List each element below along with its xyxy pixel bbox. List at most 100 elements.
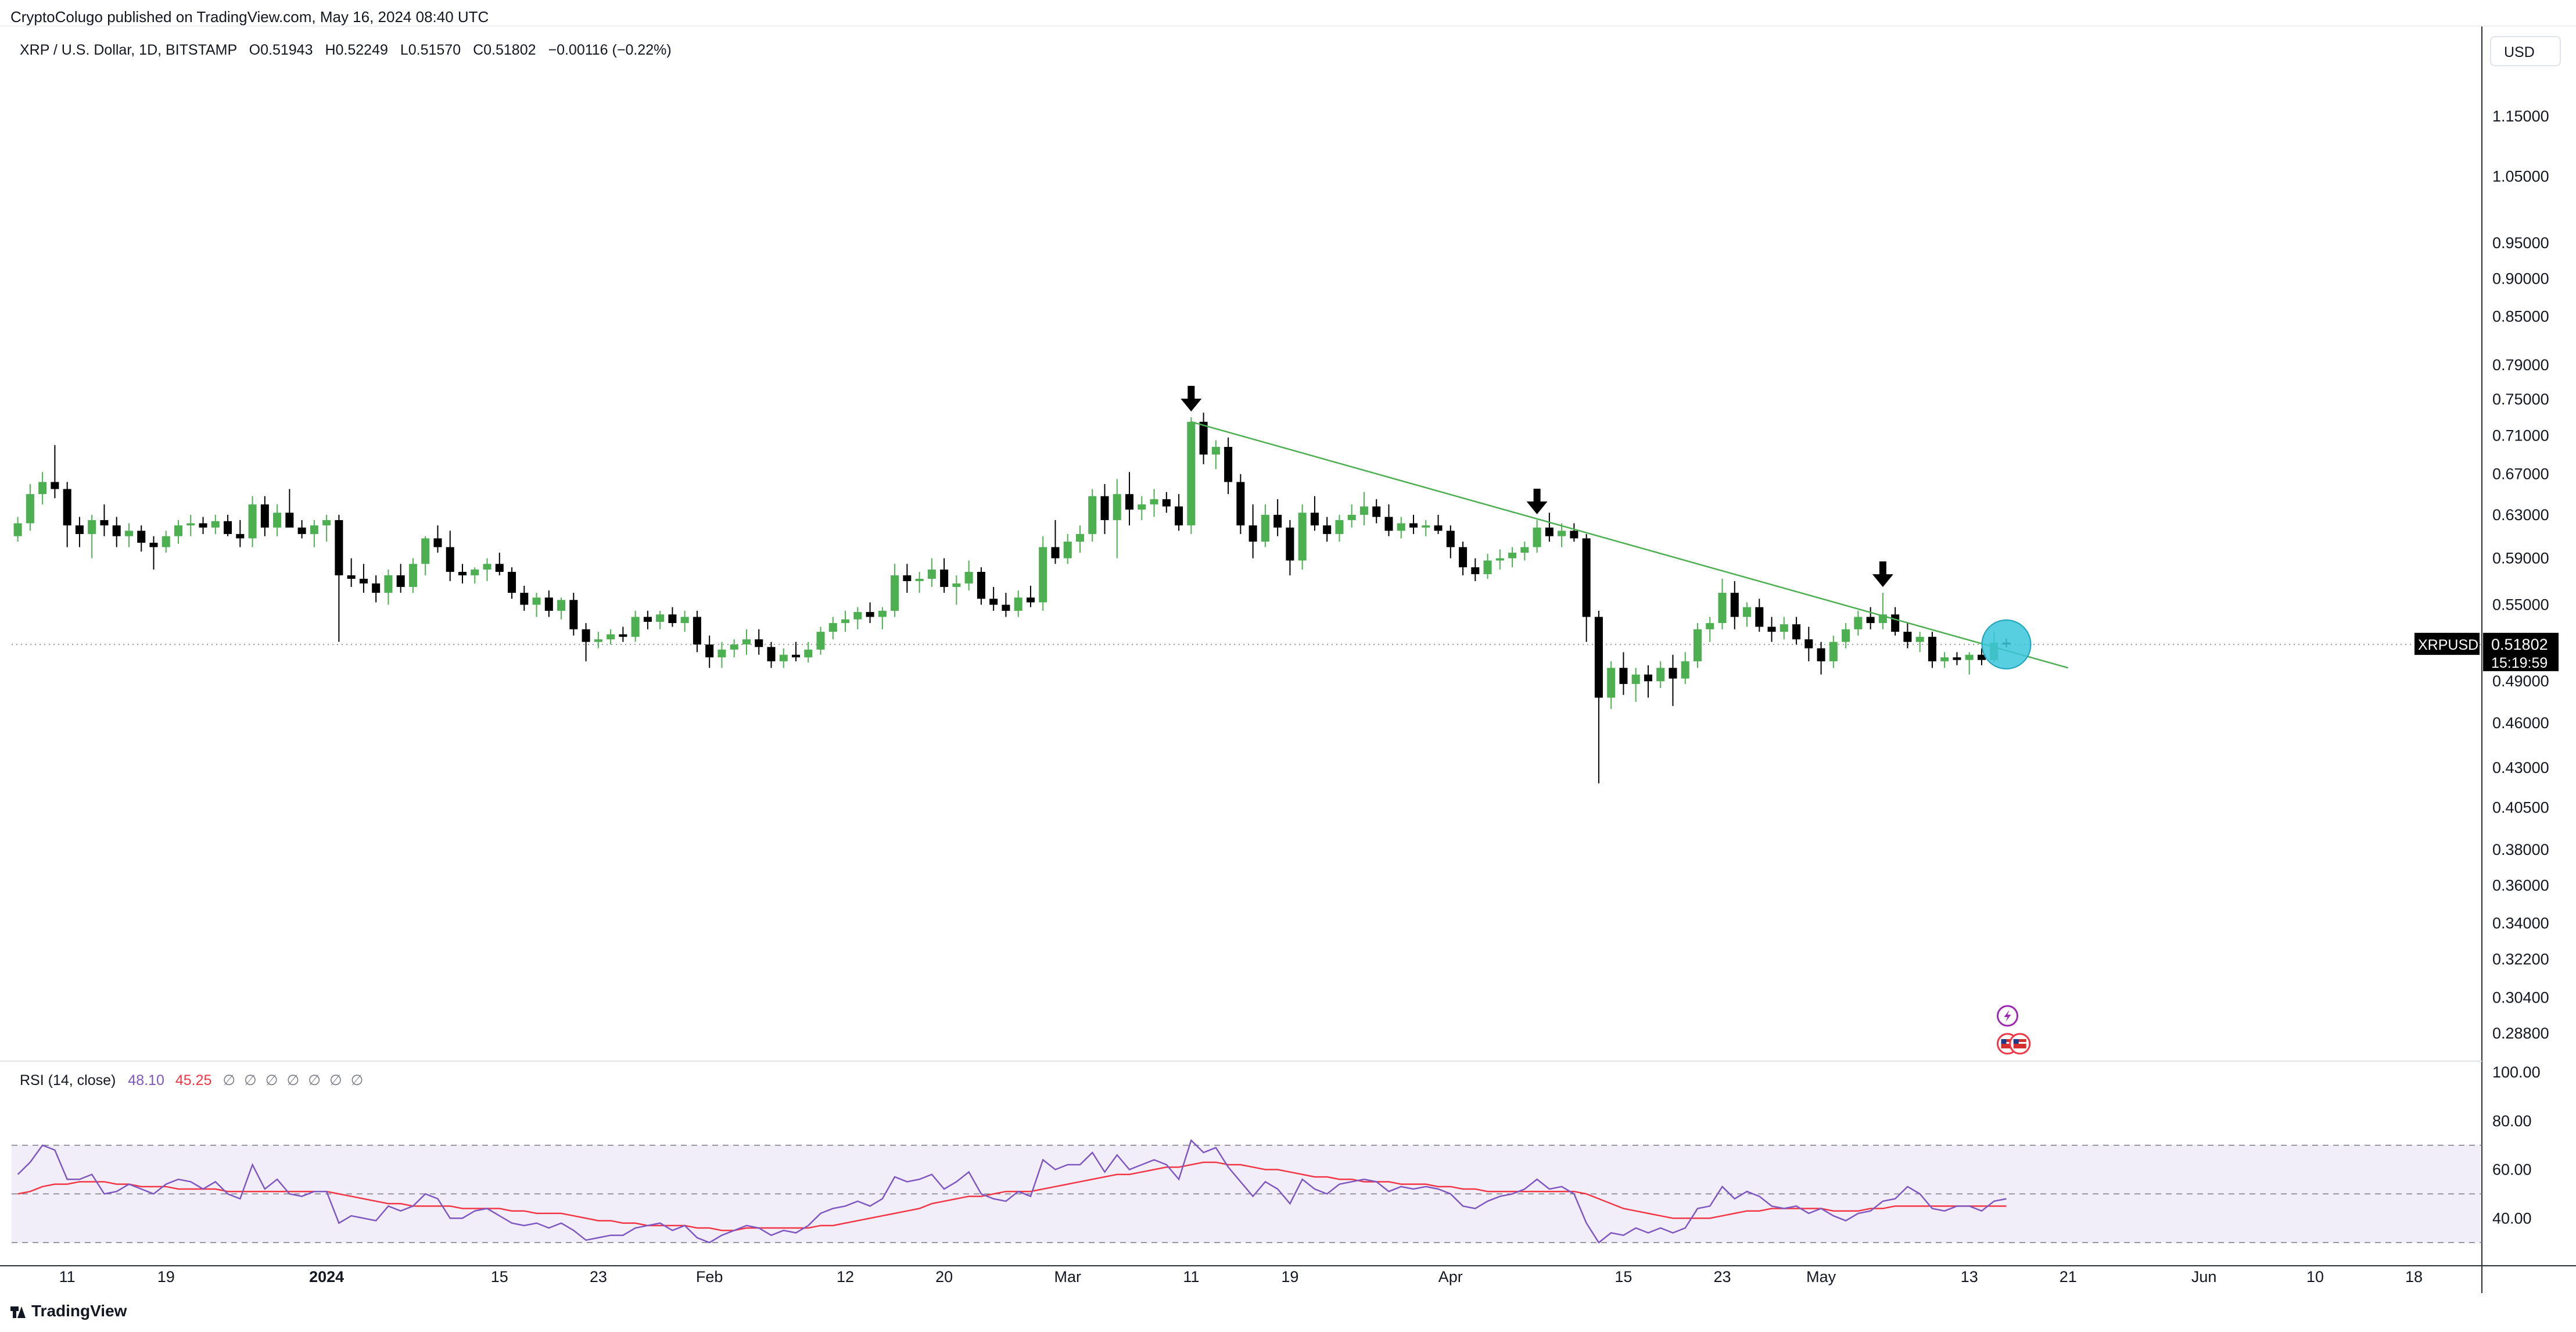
tradingview-logo[interactable]: TradingView (10, 1302, 127, 1320)
candle-body (742, 639, 751, 644)
price-tick-label: 0.79000 (2492, 356, 2549, 374)
candle-body (1150, 499, 1158, 504)
candle-body (730, 644, 738, 650)
candles (13, 413, 2011, 783)
symbol-title: XRP / U.S. Dollar, 1D, BITSTAMP (20, 42, 237, 58)
candle-body (408, 564, 417, 587)
candle-body (1570, 531, 1578, 539)
candle-body (755, 639, 763, 647)
candle-body (594, 639, 602, 642)
price-tick-label: 0.63000 (2492, 506, 2549, 524)
candle-body (1940, 657, 1949, 661)
candle-body (297, 527, 306, 534)
candle-body (1088, 496, 1097, 534)
candle-body (471, 570, 479, 575)
candle-body (569, 600, 578, 629)
candle-body (866, 612, 874, 617)
candle-body (1335, 520, 1344, 534)
flag-canton (2013, 1039, 2019, 1044)
candle-body (1669, 668, 1677, 679)
ohlc-open-value: 0.51943 (260, 42, 313, 58)
last-price-label: 0.51802 (2491, 636, 2548, 653)
candle-body (1928, 636, 1936, 661)
candle-body (1915, 636, 1924, 642)
time-tick-label: 13 (1961, 1268, 1978, 1286)
candle-body (26, 494, 34, 524)
candle-body (582, 629, 590, 642)
candle-body (1854, 617, 1863, 629)
flag-stripe-white (2001, 1042, 2014, 1044)
ohlc-close-label: C (473, 42, 484, 58)
currency-button[interactable]: USD (2490, 36, 2561, 66)
rsi-legend-value: 48.10 (128, 1072, 164, 1088)
time-tick-label: Mar (1054, 1268, 1081, 1286)
ohlc-low-value: 0.51570 (408, 42, 461, 58)
candle-body (915, 578, 924, 581)
candle-body (1681, 661, 1689, 679)
down-arrow-shaft (1187, 385, 1195, 400)
resistance-trendline (1190, 421, 2069, 669)
candle-body (508, 572, 516, 593)
candle-body (1199, 421, 1208, 455)
candle-body (236, 533, 245, 539)
candle-body (13, 523, 22, 536)
candle-body (1224, 447, 1233, 482)
candle-body (137, 531, 146, 543)
tradingview-logo-text: TradingView (31, 1302, 127, 1320)
time-tick-label: Jun (2191, 1268, 2217, 1286)
time-tick-label: 19 (1281, 1268, 1298, 1286)
candle-body (260, 504, 269, 528)
price-tick-label: 0.30400 (2492, 989, 2549, 1006)
publisher-line: CryptoColugo published on TradingView.co… (10, 8, 489, 26)
time-tick-label: 2024 (309, 1268, 344, 1286)
candle-body (1236, 482, 1245, 526)
candle-body (174, 525, 183, 536)
flag-stripe-white (2013, 1042, 2026, 1044)
time-tick-label: 21 (2060, 1268, 2077, 1286)
candle-body (705, 644, 714, 658)
price-tick-label: 0.34000 (2492, 915, 2549, 932)
candle-body (75, 525, 84, 534)
price-tick-label: 0.46000 (2492, 714, 2549, 732)
candle-body (520, 593, 529, 605)
time-tick-label: 18 (2405, 1268, 2423, 1286)
price-tick-label: 0.90000 (2492, 270, 2549, 287)
lightning-icon (1996, 1005, 2018, 1027)
rsi-line (17, 1138, 2007, 1244)
candle-body (211, 521, 220, 528)
candle-body (199, 523, 207, 528)
ohlc-open-label: O (249, 42, 261, 58)
candle-body (1520, 547, 1529, 553)
candle-body (384, 575, 393, 593)
candle-body (557, 600, 566, 611)
down-arrow-icon (1181, 385, 1202, 411)
candle-body (1125, 494, 1134, 510)
candle-body (1891, 614, 1900, 632)
candle-body (483, 564, 491, 570)
rsi-legend[interactable]: RSI (14, close) 48.10 45.25 ∅ ∅ ∅ ∅ ∅ ∅ … (20, 1072, 365, 1089)
candle-body (940, 570, 949, 587)
candle-body (335, 520, 343, 575)
down-arrow-shaft (1533, 488, 1541, 503)
candle-body (717, 649, 726, 658)
price-tick-label: 1.15000 (2492, 108, 2549, 125)
candle-body (1804, 639, 1813, 649)
candle-body (112, 525, 121, 536)
candle-body (1829, 642, 1838, 661)
candle-body (1558, 531, 1566, 536)
candle-body (532, 597, 541, 605)
candle-body (310, 525, 318, 534)
candle-body (1965, 654, 1974, 660)
candle-body (1706, 623, 1714, 629)
candle-body (1495, 558, 1504, 561)
candle-body (63, 489, 71, 526)
candle-body (1384, 517, 1393, 531)
down-arrow-head (1526, 501, 1548, 514)
symbol-tag: XRPUSD (2418, 637, 2478, 653)
candle-body (186, 523, 195, 526)
candle-body (891, 575, 899, 611)
candle-body (1100, 496, 1109, 520)
candle-body (38, 482, 47, 495)
candle-body (100, 520, 109, 526)
